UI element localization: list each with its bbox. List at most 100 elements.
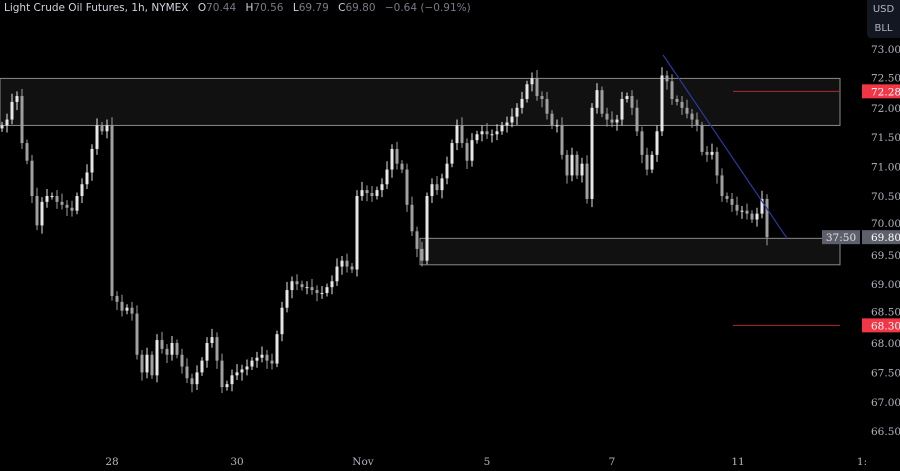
candle-body	[405, 169, 409, 205]
candle-body	[240, 369, 244, 373]
candle-body	[185, 366, 189, 379]
low-value: 69.79	[298, 2, 329, 14]
candle-body	[160, 340, 164, 349]
candle-body	[440, 178, 444, 191]
candle-body	[10, 101, 14, 120]
candle-body	[320, 293, 324, 295]
candle-body	[760, 198, 764, 214]
candle-body	[105, 125, 109, 132]
candle-body	[395, 148, 399, 164]
candle-body	[290, 281, 294, 291]
candle-body	[490, 134, 494, 136]
candle-body	[230, 375, 234, 385]
candle-body	[270, 360, 274, 364]
candle-body	[375, 190, 379, 196]
candle-body	[720, 175, 724, 196]
candle-body	[580, 163, 584, 176]
open-value: 70.44	[206, 2, 237, 14]
candle-body	[70, 207, 74, 211]
close-value: 69.80	[345, 2, 376, 14]
candle-body	[30, 160, 34, 196]
candle-body	[590, 107, 594, 199]
candle-body	[705, 151, 709, 155]
candle-body	[710, 151, 714, 155]
candle-body	[390, 148, 394, 170]
candle-body	[645, 154, 649, 170]
candle-body	[735, 204, 739, 211]
candle-body	[150, 354, 154, 376]
candle-body	[25, 143, 29, 161]
candle-body	[470, 140, 474, 161]
x-tick-label: 1:	[857, 456, 867, 468]
candle-body	[555, 125, 559, 127]
candle-body	[670, 81, 674, 99]
currency-unit-selector[interactable]: USD BLL	[867, 0, 900, 38]
candle-body	[235, 372, 239, 376]
candle-body	[505, 122, 509, 126]
candle-body	[310, 287, 314, 291]
candle-body	[740, 210, 744, 212]
candle-body	[560, 125, 564, 155]
x-tick-label: 5	[484, 456, 491, 468]
candle-body	[220, 360, 224, 388]
candle-body	[75, 196, 79, 211]
y-tick-label: 71.50	[871, 132, 900, 144]
candle-body	[695, 119, 699, 126]
candle-body	[660, 75, 664, 132]
x-tick-label: 28	[105, 456, 118, 468]
y-tick-label: 69.00	[871, 279, 900, 291]
candle-body	[175, 343, 179, 355]
y-tick-label: 70.50	[871, 191, 900, 203]
low-label: L	[292, 2, 299, 14]
candle-body	[445, 163, 449, 179]
candle-body	[700, 125, 704, 152]
symbol-title: Light Crude Oil Futures, 1h, NYMEX	[4, 2, 189, 14]
candle-body	[325, 287, 329, 294]
x-tick-label: 30	[230, 456, 243, 468]
candle-body	[40, 201, 44, 226]
candle-body	[585, 163, 589, 199]
trendline[interactable]	[662, 54, 788, 239]
candle-body	[350, 266, 354, 270]
candle-body	[245, 366, 249, 370]
candle-body	[180, 354, 184, 367]
candle-body	[365, 190, 369, 194]
candle-body	[665, 75, 669, 82]
candle-body	[380, 184, 384, 191]
last-price-label: 69.80	[871, 232, 900, 244]
y-tick-label: 73.00	[871, 44, 900, 56]
candle-body	[565, 154, 569, 176]
high-label: H	[245, 2, 254, 14]
candle-body	[200, 360, 204, 373]
candle-body	[215, 337, 219, 361]
candle-body	[140, 354, 144, 373]
candle-body	[765, 198, 769, 238]
candle-body	[80, 184, 84, 196]
level-price-badge	[862, 84, 900, 99]
candle-body	[260, 354, 264, 358]
candle-body	[20, 96, 24, 144]
last-price-badge	[862, 230, 900, 245]
candle-body	[305, 287, 309, 289]
candle-body	[750, 213, 754, 220]
candle-body	[420, 248, 424, 261]
candle-body	[120, 301, 124, 311]
candle-body	[135, 313, 139, 355]
candle-body	[65, 204, 69, 208]
candle-body	[450, 143, 454, 164]
y-tick-label: 66.50	[871, 426, 900, 438]
candle-body	[5, 119, 9, 126]
candle-body	[575, 154, 579, 176]
candle-body	[55, 196, 59, 202]
zone-0[interactable]	[0, 77, 841, 126]
candle-body	[115, 295, 119, 302]
zone-1[interactable]	[419, 237, 841, 266]
candle-body	[630, 96, 634, 108]
y-tick-label: 68.50	[871, 306, 900, 318]
bar-countdown-label: 37:50	[826, 232, 856, 244]
candle-body	[400, 163, 404, 170]
candle-body	[0, 125, 4, 129]
candle-body	[435, 184, 439, 191]
candle-body	[550, 113, 554, 126]
